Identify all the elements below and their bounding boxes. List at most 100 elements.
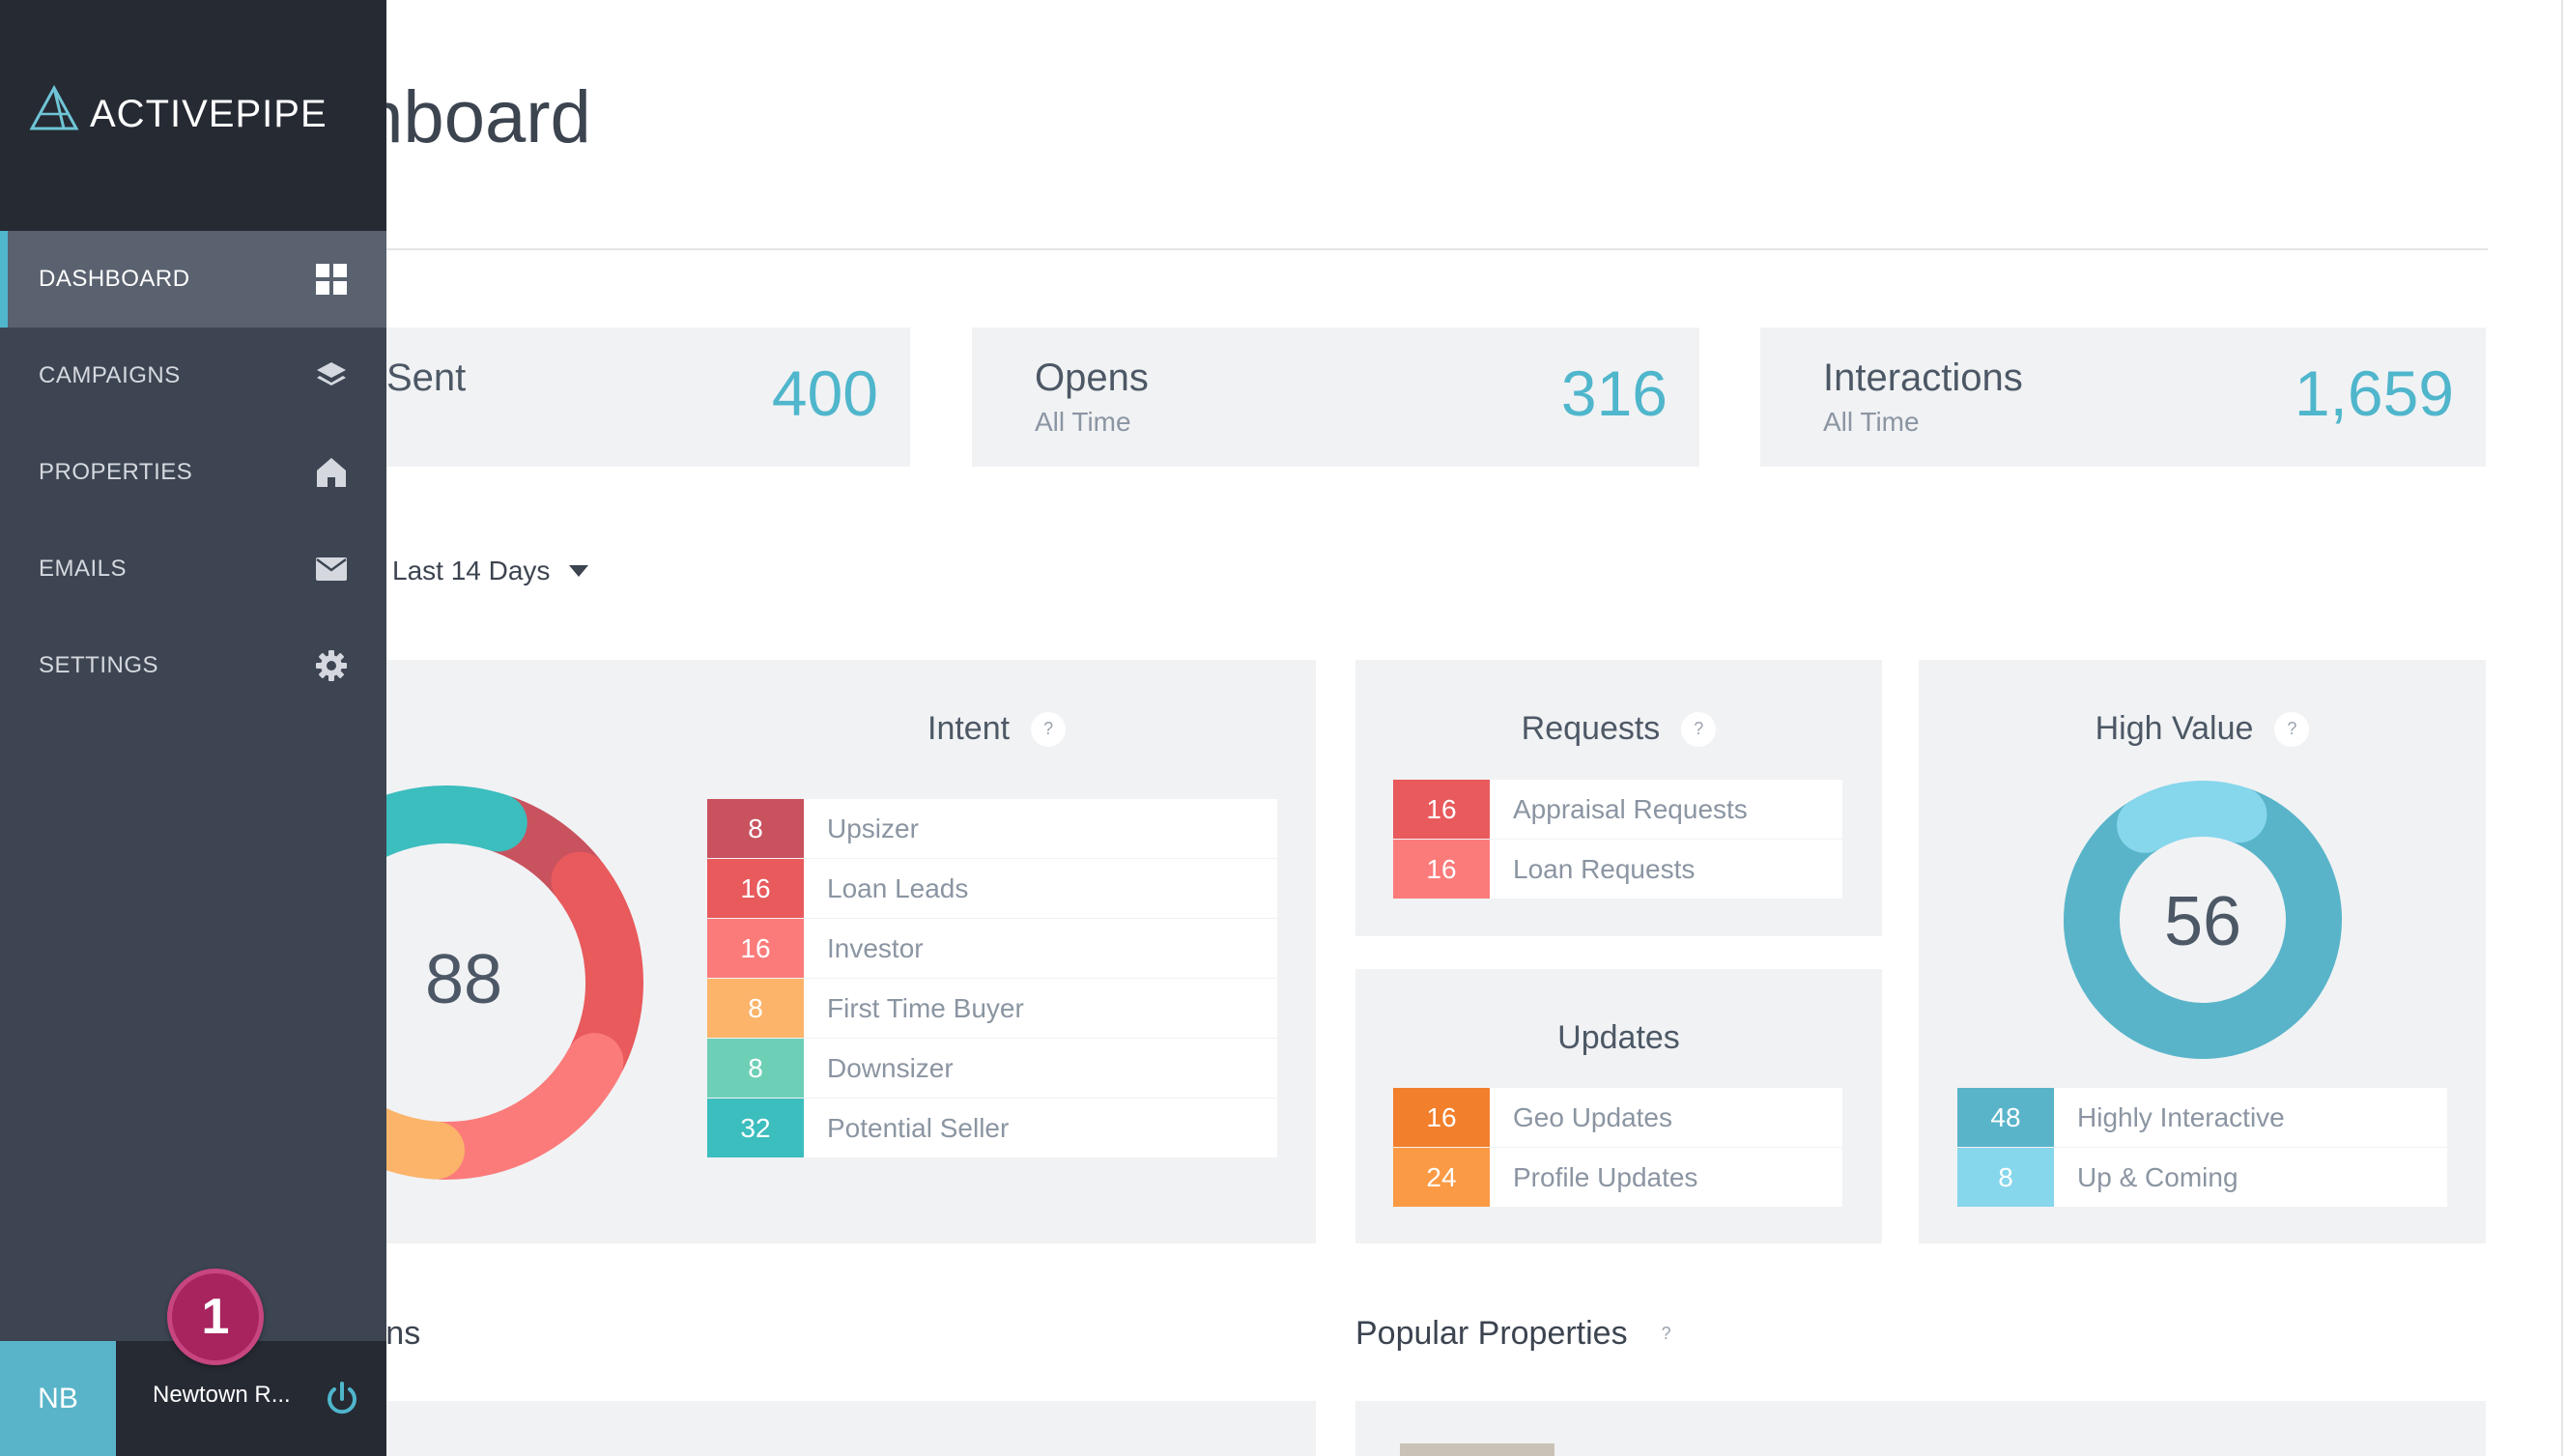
list-item-label: Potential Seller [827,1112,1010,1143]
sidebar-item-properties[interactable]: PROPERTIES [0,424,386,521]
stat-label: Opens [1035,357,1149,399]
donut-segment [413,1033,624,1180]
sidebar-item-campaigns[interactable]: CAMPAIGNS [0,328,386,424]
list-item[interactable]: 16 Geo Updates [1393,1088,1842,1148]
sidebar-item-label: DASHBOARD [39,266,190,292]
donut-segment [551,851,643,1086]
sidebar-item-dashboard[interactable]: DASHBOARD [0,231,386,328]
list-item-label: Highly Interactive [2077,1101,2285,1132]
count-badge: 16 [707,919,804,978]
requests-title: Requests ? [1355,710,1882,748]
count-badge: 8 [707,1039,804,1098]
sidebar-item-label: SETTINGS [39,652,159,678]
count-badge: 16 [1393,840,1490,899]
high-value-title-text: High Value [2095,710,2254,747]
date-range-dropdown[interactable]: Last 14 Days [392,556,589,586]
grid-icon [315,263,348,296]
date-range-label: Last 14 Days [392,556,551,585]
count-badge: 24 [1393,1148,1490,1207]
list-item-label: Downsizer [827,1052,954,1083]
sidebar-nav: DASHBOARD CAMPAIGNS PROPERTIES EMAILS SE… [0,231,386,714]
count-badge: 16 [1393,1088,1490,1147]
updates-card: Updates 16 Geo Updates 24 Profile Updates [1355,969,1882,1243]
stat-label: Interactions [1823,357,2023,399]
activepipe-logo-icon [29,85,79,130]
donut-segment [2117,781,2267,853]
list-item-label: Geo Updates [1513,1101,1672,1132]
stat-value: 400 [771,357,878,429]
intent-total: 88 [424,941,503,1018]
sidebar-item-settings[interactable]: SETTINGS [0,617,386,714]
help-icon[interactable]: ? [1648,1316,1684,1352]
gear-icon [315,649,348,682]
requests-card: Requests ? 16 Appraisal Requests 16 Loan Re… [1355,660,1882,936]
updates-title: Updates [1557,1019,1680,1056]
high-value-total: 56 [2163,883,2242,960]
popular-properties-card [1355,1401,2486,1456]
layers-icon [315,359,348,392]
list-item[interactable]: 32 Potential Seller [707,1099,1277,1158]
help-icon[interactable]: ? [1681,711,1717,747]
help-icon[interactable]: ? [1031,711,1067,747]
brand-name: ACTIVEPIPE [90,93,328,135]
requests-list: 16 Appraisal Requests 16 Loan Requests [1393,780,1842,899]
list-item[interactable]: 8 Downsizer [707,1039,1277,1099]
updates-list: 16 Geo Updates 24 Profile Updates [1393,1088,1842,1208]
sidebar-item-label: PROPERTIES [39,459,193,485]
caret-down-icon [569,565,589,577]
sidebar-item-label: CAMPAIGNS [39,362,181,388]
power-icon[interactable] [323,1380,361,1418]
intent-list: 8 Upsizer 16 Loan Leads 16 Investor 8 First Tim… [707,799,1277,1158]
stat-sublabel: All Time [1823,407,1920,437]
list-item-label: Up & Coming [2077,1161,2238,1192]
list-item[interactable]: 16 Loan Leads [707,859,1277,919]
account-name[interactable]: Newtown R... [153,1382,291,1408]
brand-header: ACTIVEPIPE [0,0,386,231]
high-value-card: High Value ? 56 48 Highly Interactive 8 Up … [1919,660,2486,1243]
sidebar: ACTIVEPIPE DASHBOARD CAMPAIGNS PROPERTIE… [0,0,386,1456]
list-item[interactable]: 48 Highly Interactive [1957,1088,2447,1148]
list-item-label: First Time Buyer [827,992,1024,1023]
stat-value: 316 [1560,357,1668,429]
stat-opens: Opens All Time 316 [972,328,1699,467]
count-badge: 16 [1393,780,1490,839]
notification-badge[interactable]: 1 [167,1269,264,1365]
list-item-label: Investor [827,932,924,963]
list-item[interactable]: 8 Upsizer [707,799,1277,859]
popular-properties-heading: Popular Properties ? [1355,1315,1684,1353]
popular-properties-title: Popular Properties [1355,1315,1628,1352]
list-item[interactable]: 16 Investor [707,919,1277,979]
envelope-icon [315,553,348,585]
title-divider [386,248,2488,250]
notifications-card [232,1401,1316,1456]
stat-value: 1,659 [2294,357,2454,429]
count-badge: 32 [707,1099,804,1157]
list-item[interactable]: 24 Profile Updates [1393,1148,1842,1208]
stat-label: Sent [386,357,467,399]
property-thumbnail[interactable] [1400,1443,1554,1456]
count-badge: 8 [707,799,804,858]
list-item[interactable]: 8 Up & Coming [1957,1148,2447,1208]
high-value-list: 48 Highly Interactive 8 Up & Coming [1957,1088,2447,1208]
high-value-donut [2064,781,2342,1059]
list-item[interactable]: 16 Appraisal Requests [1393,780,1842,840]
stat-sublabel: All Time [1035,407,1131,437]
stat-interactions: Interactions All Time 1,659 [1760,328,2486,467]
list-item-label: Loan Requests [1513,853,1696,884]
avatar[interactable]: NB [0,1341,116,1456]
scrollbar[interactable] [2561,0,2563,1456]
list-item-label: Appraisal Requests [1513,793,1748,824]
sidebar-item-emails[interactable]: EMAILS [0,521,386,617]
list-item-label: Profile Updates [1513,1161,1698,1192]
count-badge: 16 [707,859,804,918]
help-icon[interactable]: ? [2274,711,2310,747]
sidebar-item-label: EMAILS [39,556,128,582]
list-item-label: Loan Leads [827,872,969,903]
count-badge: 8 [1957,1148,2054,1207]
list-item[interactable]: 8 First Time Buyer [707,979,1277,1039]
list-item-label: Upsizer [827,813,919,843]
high-value-title: High Value ? [1919,710,2486,748]
list-item[interactable]: 16 Loan Requests [1393,840,1842,899]
intent-title: Intent ? [927,710,1067,748]
